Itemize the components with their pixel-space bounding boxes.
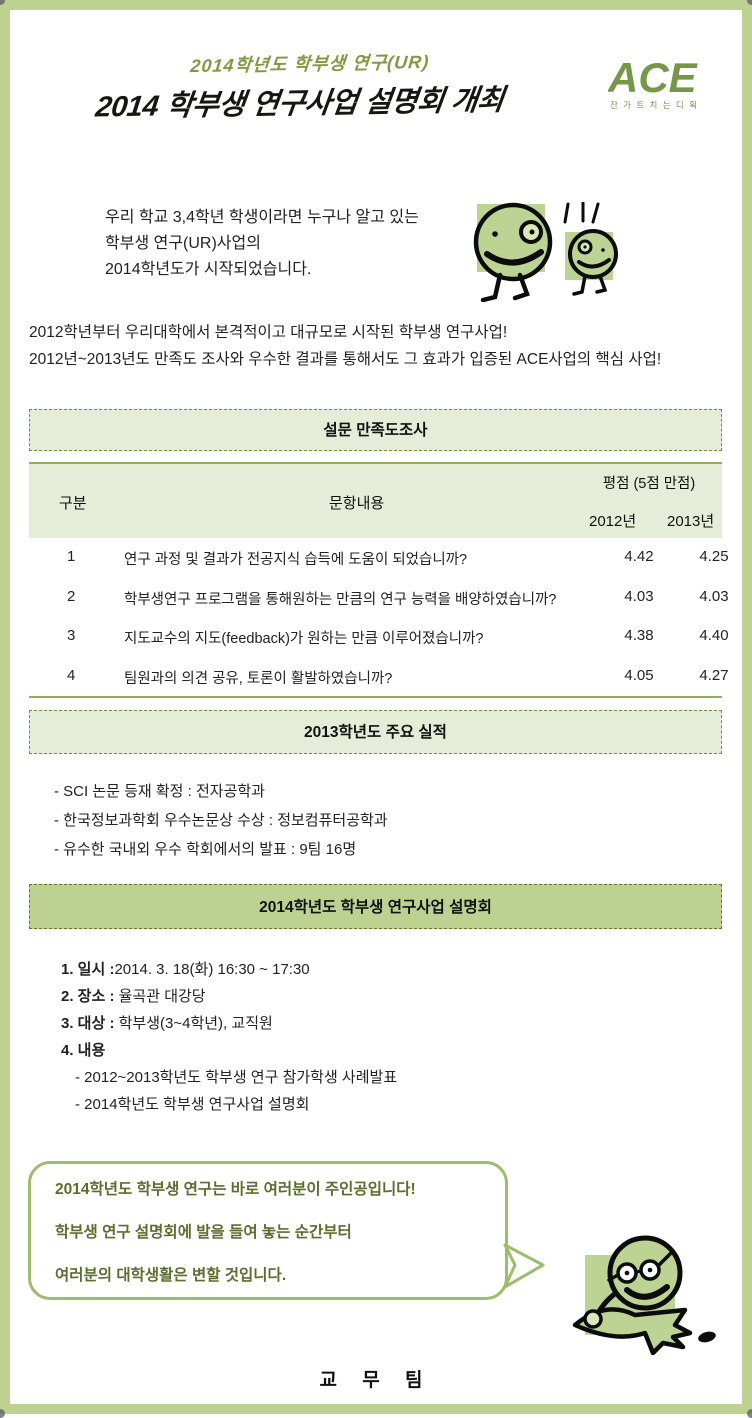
svg-text:ACE: ACE bbox=[608, 54, 699, 101]
svg-text:잔 가 트 치 는 디 획: 잔 가 트 치 는 디 획 bbox=[610, 100, 698, 110]
